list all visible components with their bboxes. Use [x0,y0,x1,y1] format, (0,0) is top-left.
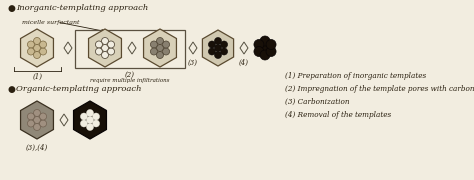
Circle shape [95,48,102,55]
Text: require multiple infiltrations: require multiple infiltrations [90,78,170,83]
Text: (1) Preparation of inorganic templates: (1) Preparation of inorganic templates [285,72,426,80]
Circle shape [39,41,46,48]
Circle shape [27,48,35,55]
Circle shape [260,36,270,46]
Polygon shape [73,101,107,139]
Circle shape [39,48,46,55]
Circle shape [215,44,221,51]
Circle shape [163,41,170,48]
Circle shape [108,41,115,48]
Polygon shape [89,29,121,67]
Text: (4) Removal of the templates: (4) Removal of the templates [285,111,391,119]
Polygon shape [202,30,234,66]
Circle shape [86,109,93,116]
Text: ●: ● [8,85,16,94]
Text: micelle surfactant: micelle surfactant [22,20,80,25]
Circle shape [27,113,35,120]
Polygon shape [144,29,176,67]
Circle shape [266,39,276,50]
Circle shape [209,48,216,55]
Circle shape [34,37,40,44]
Circle shape [81,113,87,120]
Circle shape [220,48,228,55]
Circle shape [39,120,46,127]
Text: Organic-templating approach: Organic-templating approach [16,85,142,93]
Circle shape [260,43,270,53]
Circle shape [209,41,216,48]
Text: ●: ● [8,4,16,13]
Text: (4): (4) [239,59,249,67]
Circle shape [108,48,115,55]
Circle shape [92,113,100,120]
Circle shape [39,113,46,120]
Circle shape [34,109,40,116]
Circle shape [92,120,100,127]
Circle shape [150,41,157,48]
Circle shape [150,48,157,55]
Circle shape [86,123,93,130]
Circle shape [254,46,264,57]
Circle shape [34,44,40,51]
Polygon shape [20,101,54,139]
Circle shape [266,46,276,57]
Text: (2): (2) [125,71,135,79]
Text: (3),(4): (3),(4) [26,144,48,152]
Circle shape [101,37,109,44]
Circle shape [86,116,93,123]
Circle shape [34,123,40,130]
Circle shape [27,120,35,127]
Circle shape [215,37,221,44]
Circle shape [81,120,87,127]
Circle shape [34,116,40,123]
Circle shape [27,41,35,48]
Circle shape [260,50,270,60]
Circle shape [215,51,221,58]
Circle shape [163,48,170,55]
Text: (2) Impregnation of the template pores with carbon precursors: (2) Impregnation of the template pores w… [285,85,474,93]
Circle shape [95,41,102,48]
Circle shape [156,44,164,51]
Circle shape [101,51,109,58]
Circle shape [101,44,109,51]
Text: Inorganic-templating approach: Inorganic-templating approach [16,4,148,12]
Text: (3): (3) [188,59,198,67]
Circle shape [254,39,264,50]
Text: (3) Carbonization: (3) Carbonization [285,98,349,106]
Circle shape [220,41,228,48]
Polygon shape [20,29,54,67]
Circle shape [156,37,164,44]
Text: (1): (1) [33,73,43,81]
Circle shape [34,51,40,58]
Circle shape [156,51,164,58]
